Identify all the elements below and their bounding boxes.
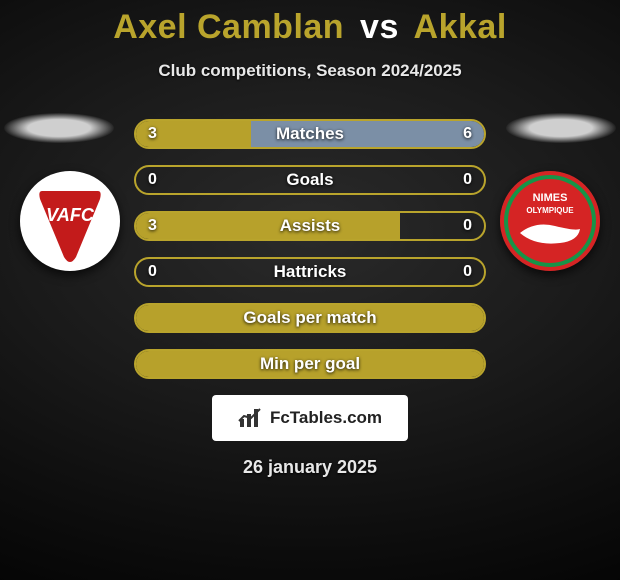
- stat-bar: Goals0 0: [134, 165, 486, 195]
- bar-label: Matches: [136, 121, 484, 147]
- club-left-icon: VAFC: [20, 171, 120, 271]
- bar-value-right: 0: [451, 259, 484, 285]
- bars-container: Matches36Goals00Assists30Hattricks00Goal…: [134, 119, 486, 379]
- brand-text: FcTables.com: [270, 408, 382, 428]
- bar-value-left: 3: [136, 121, 169, 147]
- bar-value-right: 0: [451, 213, 484, 239]
- bar-label: Goals per match: [136, 305, 484, 331]
- page-title: Axel Camblan vs Akkal: [0, 0, 620, 47]
- subtitle: Club competitions, Season 2024/2025: [0, 61, 620, 81]
- club-badge-right: NIMES OLYMPIQUE: [500, 171, 600, 271]
- brand-chart-icon: [238, 407, 264, 429]
- svg-text:OLYMPIQUE: OLYMPIQUE: [526, 206, 574, 215]
- datestamp: 26 january 2025: [0, 457, 620, 478]
- svg-text:NIMES: NIMES: [533, 192, 568, 204]
- bar-value-left: 0: [136, 259, 169, 285]
- stat-bar: Assists3 0: [134, 211, 486, 241]
- bar-label: Assists: [136, 213, 484, 239]
- comparison-arena: VAFC NIMES OLYMPIQUE Matches36Goals00Ass…: [0, 119, 620, 379]
- title-player1: Axel Camblan: [113, 8, 344, 46]
- club-badge-left: VAFC: [20, 171, 120, 271]
- bar-label: Hattricks: [136, 259, 484, 285]
- bar-label: Goals: [136, 167, 484, 193]
- svg-text:VAFC: VAFC: [46, 205, 95, 225]
- bar-label: Min per goal: [136, 351, 484, 377]
- stat-bar: Matches3 6: [134, 119, 486, 149]
- bar-value-left: 0: [136, 167, 169, 193]
- player-shadow-left: [4, 113, 114, 143]
- brand-pill[interactable]: FcTables.com: [212, 395, 408, 441]
- bar-value-right: 0: [451, 167, 484, 193]
- player-shadow-right: [506, 113, 616, 143]
- club-right-icon: NIMES OLYMPIQUE: [500, 171, 600, 271]
- title-player2: Akkal: [414, 8, 507, 46]
- content-root: Axel Camblan vs Akkal Club competitions,…: [0, 0, 620, 580]
- stat-bar: Hattricks0 0: [134, 257, 486, 287]
- title-vs: vs: [360, 8, 399, 46]
- stat-bar: Goals per match: [134, 303, 486, 333]
- stat-bar: Min per goal: [134, 349, 486, 379]
- bar-value-left: 3: [136, 213, 169, 239]
- bar-value-right: 6: [451, 121, 484, 147]
